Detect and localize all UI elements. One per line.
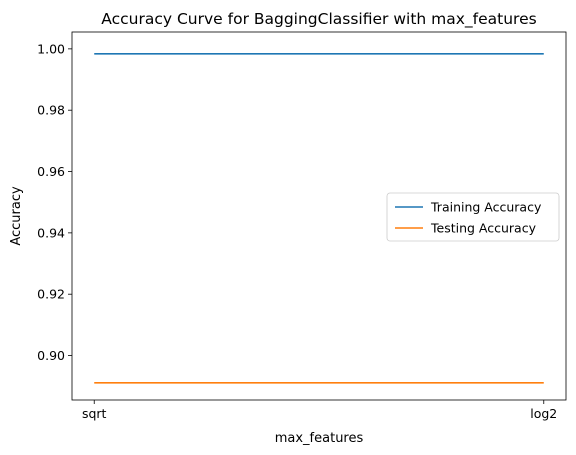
y-tick-label: 0.96 (37, 164, 65, 179)
legend: Training Accuracy Testing Accuracy (386, 192, 560, 242)
series-lines (94, 52, 544, 384)
y-axis-ticks: 0.90 0.92 0.94 0.96 0.98 1.00 (37, 41, 72, 363)
y-tick-label: 0.98 (37, 103, 65, 118)
plot-area (71, 31, 567, 401)
x-tick-label: sqrt (82, 406, 107, 421)
y-tick-label: 0.90 (37, 348, 65, 363)
y-axis-label: Accuracy (9, 186, 24, 246)
chart-title: Accuracy Curve for BaggingClassifier wit… (101, 10, 536, 29)
y-tick-label: 1.00 (37, 41, 65, 56)
plot-frame (71, 31, 567, 401)
y-tick-label: 0.94 (37, 225, 65, 240)
x-axis-ticks: sqrt log2 (82, 400, 557, 421)
legend-label-1: Testing Accuracy (430, 221, 537, 236)
x-axis-label: max_features (275, 431, 364, 446)
legend-label-0: Training Accuracy (430, 200, 542, 215)
x-tick-label: log2 (530, 406, 557, 421)
y-tick-label: 0.92 (37, 287, 65, 302)
legend-box (386, 192, 560, 242)
